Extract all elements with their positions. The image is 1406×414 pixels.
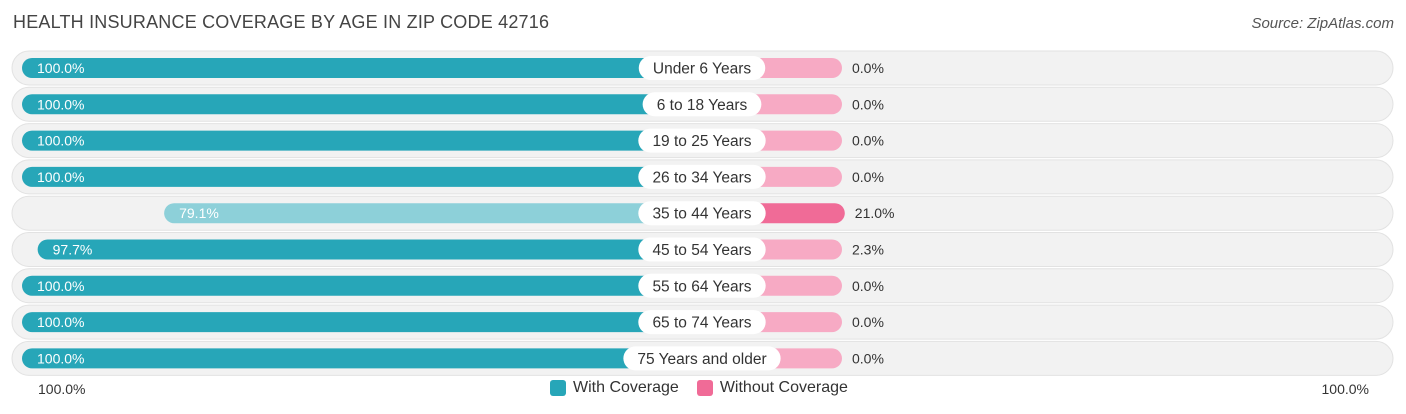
bar-with-coverage [22, 130, 702, 151]
bar-label-with: 100.0% [37, 314, 84, 330]
bar-label-with: 79.1% [179, 205, 219, 221]
bar-label-with: 100.0% [37, 278, 84, 294]
bar-label-without: 0.0% [852, 314, 884, 330]
legend-item-with-coverage[interactable]: With Coverage [550, 379, 679, 397]
bar-with-coverage [37, 239, 702, 260]
bar-with-coverage [22, 275, 702, 296]
axis-left-label: 100.0% [38, 381, 86, 397]
bar-label-with: 100.0% [37, 169, 84, 185]
legend-label-with: With Coverage [573, 379, 679, 396]
category-label: 75 Years and older [637, 351, 766, 368]
bar-with-coverage [22, 166, 702, 187]
bar-label-without: 0.0% [852, 133, 884, 149]
category-label: 45 to 54 Years [652, 242, 751, 259]
bar-label-without: 21.0% [855, 205, 895, 221]
legend-item-without-coverage[interactable]: Without Coverage [696, 379, 848, 397]
category-pill [623, 346, 781, 371]
category-label: 6 to 18 Years [657, 97, 748, 114]
category-pill [638, 237, 766, 262]
category-pill [638, 310, 766, 335]
legend-label-without: Without Coverage [719, 379, 848, 396]
category-pill [638, 56, 766, 80]
axis-right-label: 100.0% [1321, 381, 1369, 397]
legend-swatch-with [550, 380, 566, 396]
bar-with-coverage [22, 58, 702, 78]
category-label: 65 to 74 Years [652, 315, 751, 332]
bar-label-without: 0.0% [852, 278, 884, 294]
category-pill [638, 128, 766, 153]
bar-label-without: 0.0% [852, 350, 884, 366]
bar-with-coverage [164, 203, 702, 224]
bar-label-with: 100.0% [37, 96, 84, 112]
bar-with-coverage [22, 312, 702, 333]
bar-with-coverage [22, 348, 702, 369]
bar-label-with: 97.7% [53, 242, 93, 258]
bar-label-with: 100.0% [37, 60, 84, 76]
bar-label-without: 0.0% [852, 60, 884, 76]
category-pill [638, 201, 766, 226]
category-label: 26 to 34 Years [652, 169, 751, 186]
bar-label-without: 2.3% [852, 242, 884, 258]
category-pill [638, 164, 766, 189]
category-pill [642, 92, 762, 117]
legend: With Coverage Without Coverage [550, 379, 866, 397]
category-pill [638, 273, 766, 298]
bar-label-with: 100.0% [37, 133, 84, 149]
chart-title: HEALTH INSURANCE COVERAGE BY AGE IN ZIP … [13, 12, 550, 32]
category-label: 55 to 64 Years [652, 278, 751, 295]
legend-swatch-without [696, 380, 713, 396]
category-label: Under 6 Years [653, 61, 751, 78]
bar-label-with: 100.0% [37, 350, 84, 366]
source-text: Source: ZipAtlas.com [1251, 15, 1394, 32]
category-label: 35 to 44 Years [652, 206, 751, 223]
bar-label-without: 0.0% [852, 169, 884, 185]
category-label: 19 to 25 Years [652, 133, 751, 150]
bar-label-without: 0.0% [852, 96, 884, 112]
bar-with-coverage [22, 94, 702, 115]
